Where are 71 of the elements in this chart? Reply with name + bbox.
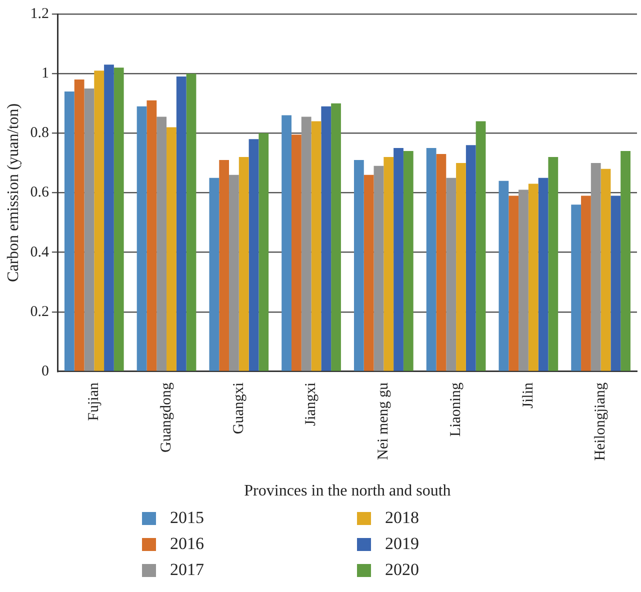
- y-tick-label: 1.2: [30, 6, 49, 22]
- bar: [374, 166, 384, 371]
- y-axis-title: Carbon emission (yuan/ton): [4, 103, 22, 282]
- bar: [364, 174, 374, 371]
- bar: [446, 178, 456, 371]
- y-tick-label: 1: [41, 66, 49, 82]
- bar: [571, 204, 582, 371]
- bar: [229, 174, 239, 371]
- y-tick-label: 0.2: [30, 304, 49, 320]
- bar: [301, 116, 312, 371]
- bar: [104, 64, 114, 371]
- bar: [498, 180, 509, 371]
- bar: [311, 121, 322, 371]
- bar: [394, 148, 404, 371]
- bar: [321, 106, 332, 371]
- bar: [528, 184, 538, 371]
- x-tick-label: Liaoning: [448, 382, 464, 437]
- x-tick-label: Fujian: [86, 382, 102, 421]
- bar: [600, 168, 611, 371]
- y-tick-label: 0.4: [30, 244, 50, 260]
- bar: [114, 68, 124, 371]
- bar: [176, 76, 186, 371]
- bar: [94, 70, 104, 371]
- bar: [248, 139, 259, 371]
- bar: [538, 178, 548, 371]
- y-tick-label: 0.6: [30, 184, 50, 201]
- bar: [219, 160, 230, 371]
- legend-label: 2015: [170, 508, 204, 528]
- bar: [610, 196, 621, 371]
- bar: [508, 196, 519, 371]
- bar: [186, 74, 196, 371]
- bar: [74, 80, 84, 371]
- bar: [64, 91, 74, 371]
- x-tick-label: Guangxi: [230, 382, 247, 434]
- y-tick-label: 0: [41, 363, 49, 380]
- bar: [331, 103, 341, 371]
- x-tick-label: Heilongjiang: [592, 382, 609, 461]
- bar: [436, 154, 446, 371]
- legend-label: 2020: [385, 560, 419, 580]
- bar: [620, 151, 630, 371]
- x-tick-label: Nei meng gu: [376, 382, 392, 460]
- bar: [258, 133, 269, 371]
- bar: [209, 178, 220, 371]
- bar: [426, 148, 436, 371]
- bar: [166, 127, 176, 371]
- bar: [238, 156, 249, 371]
- bar: [466, 145, 476, 371]
- bar: [384, 156, 394, 371]
- bar: [518, 190, 528, 371]
- bar: [146, 100, 157, 371]
- bar: [590, 162, 601, 371]
- bar: [282, 115, 292, 371]
- bar: [403, 151, 414, 371]
- bar: [581, 196, 591, 371]
- y-tick-label: 0.8: [30, 125, 49, 142]
- legend-label: 2016: [170, 534, 204, 554]
- legend-label: 2019: [385, 534, 419, 554]
- x-tick-label: Jiangxi: [303, 382, 320, 426]
- x-tick-label: Jilin: [520, 382, 536, 408]
- bar: [456, 162, 466, 371]
- x-axis-title: Provinces in the north and south: [244, 482, 451, 500]
- bar: [292, 134, 302, 371]
- bar: [84, 88, 94, 371]
- x-tick-label: Guangdong: [158, 382, 174, 452]
- bar: [156, 116, 167, 371]
- bar: [548, 156, 558, 371]
- bar: [354, 160, 364, 371]
- bar: [136, 106, 147, 371]
- legend-label: 2017: [170, 560, 204, 580]
- bar: [476, 121, 486, 371]
- legend-label: 2018: [385, 508, 419, 528]
